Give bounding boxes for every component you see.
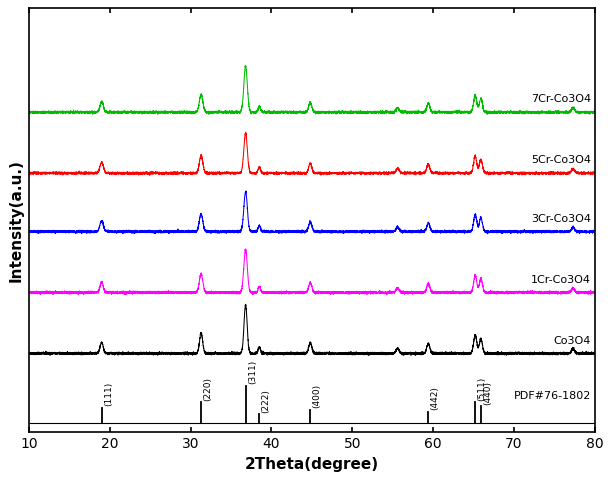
Text: 5Cr-Co3O4: 5Cr-Co3O4 <box>531 156 591 165</box>
Text: 3Cr-Co3O4: 3Cr-Co3O4 <box>531 214 591 224</box>
Text: (222): (222) <box>262 389 271 413</box>
Y-axis label: Intensity(a.u.): Intensity(a.u.) <box>9 159 23 282</box>
Text: (220): (220) <box>204 377 212 401</box>
Text: (311): (311) <box>248 360 257 384</box>
Text: (111): (111) <box>104 382 113 407</box>
Text: 1Cr-Co3O4: 1Cr-Co3O4 <box>531 275 591 285</box>
Text: (440): (440) <box>483 381 492 405</box>
Text: (511): (511) <box>477 377 487 401</box>
Text: (400): (400) <box>313 384 322 408</box>
Text: PDF#76-1802: PDF#76-1802 <box>513 391 591 401</box>
Text: 7Cr-Co3O4: 7Cr-Co3O4 <box>531 95 591 105</box>
Text: (442): (442) <box>431 386 440 410</box>
X-axis label: 2Theta(degree): 2Theta(degree) <box>245 456 379 472</box>
Text: Co3O4: Co3O4 <box>553 336 591 346</box>
